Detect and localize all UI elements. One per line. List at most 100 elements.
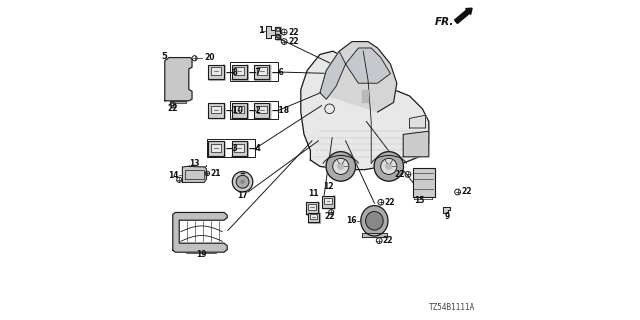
Bar	[323, 196, 334, 208]
Polygon shape	[275, 34, 282, 35]
Polygon shape	[308, 222, 321, 223]
Polygon shape	[209, 156, 225, 157]
Bar	[209, 103, 224, 118]
Polygon shape	[319, 213, 321, 223]
Bar	[413, 168, 435, 197]
Text: 12: 12	[323, 182, 333, 191]
Polygon shape	[165, 58, 192, 101]
Bar	[306, 202, 318, 214]
Circle shape	[240, 180, 245, 184]
Polygon shape	[318, 202, 319, 215]
Text: 22: 22	[288, 28, 298, 36]
Text: —10: —10	[226, 106, 244, 115]
Text: 22: 22	[288, 37, 298, 46]
Polygon shape	[182, 166, 206, 182]
Bar	[230, 62, 278, 81]
Bar	[209, 65, 224, 79]
Bar	[276, 35, 280, 37]
Text: —6: —6	[271, 68, 284, 76]
Polygon shape	[232, 79, 248, 80]
Bar	[168, 86, 186, 96]
Bar	[310, 214, 317, 219]
Text: 22: 22	[384, 198, 394, 207]
Text: —18: —18	[271, 106, 289, 115]
Polygon shape	[280, 35, 282, 40]
Text: —7: —7	[249, 68, 262, 76]
Polygon shape	[247, 65, 248, 80]
Text: 21: 21	[211, 169, 221, 178]
Polygon shape	[269, 65, 271, 80]
Bar	[211, 106, 221, 113]
Polygon shape	[320, 42, 397, 112]
Bar	[276, 28, 280, 31]
Text: TZ54B1111A: TZ54B1111A	[429, 303, 475, 312]
Polygon shape	[323, 208, 335, 209]
Text: 22: 22	[383, 236, 393, 245]
Bar	[254, 103, 269, 118]
Bar	[234, 106, 244, 113]
Polygon shape	[320, 51, 346, 99]
Text: FR.: FR.	[435, 17, 454, 28]
Polygon shape	[443, 207, 451, 213]
Bar	[168, 63, 186, 72]
Polygon shape	[254, 118, 271, 119]
Bar	[211, 144, 221, 152]
Circle shape	[374, 152, 404, 181]
Text: 22: 22	[394, 170, 405, 179]
Polygon shape	[362, 234, 387, 237]
Circle shape	[326, 152, 356, 181]
Bar	[308, 204, 316, 210]
Text: 19: 19	[196, 250, 207, 259]
Text: 9: 9	[444, 212, 450, 221]
Polygon shape	[254, 79, 271, 80]
Polygon shape	[410, 115, 426, 128]
Polygon shape	[346, 48, 390, 83]
Circle shape	[333, 158, 349, 174]
Text: 1: 1	[258, 26, 264, 35]
Circle shape	[386, 164, 392, 169]
Polygon shape	[173, 212, 227, 252]
Polygon shape	[170, 101, 186, 102]
Text: 14: 14	[168, 171, 179, 180]
Text: —3: —3	[226, 144, 238, 153]
Text: 5: 5	[161, 52, 168, 60]
Bar	[232, 103, 247, 118]
Polygon shape	[232, 118, 248, 119]
Bar	[275, 27, 280, 34]
Text: 16: 16	[346, 216, 356, 225]
Polygon shape	[224, 141, 225, 157]
Circle shape	[381, 158, 397, 174]
Bar	[254, 65, 269, 79]
Polygon shape	[403, 131, 429, 157]
Bar	[257, 68, 267, 75]
Ellipse shape	[365, 212, 383, 230]
Ellipse shape	[361, 206, 388, 236]
Text: 17: 17	[237, 191, 248, 200]
Polygon shape	[185, 170, 204, 179]
Bar	[232, 141, 247, 156]
Text: 22: 22	[168, 104, 178, 113]
Polygon shape	[209, 79, 225, 80]
Bar	[209, 141, 224, 156]
Circle shape	[236, 175, 249, 188]
Polygon shape	[362, 90, 368, 102]
Bar	[234, 144, 244, 152]
Bar	[234, 68, 244, 75]
Bar	[275, 35, 280, 39]
Circle shape	[338, 164, 344, 169]
Polygon shape	[224, 65, 225, 80]
Polygon shape	[334, 196, 335, 209]
FancyArrow shape	[454, 8, 472, 23]
Polygon shape	[306, 214, 319, 215]
Text: 22: 22	[461, 188, 472, 196]
Polygon shape	[301, 51, 429, 170]
Text: 11: 11	[308, 189, 319, 198]
Polygon shape	[269, 103, 271, 119]
Text: —2: —2	[249, 106, 262, 115]
Polygon shape	[275, 39, 282, 40]
Text: 13: 13	[189, 159, 199, 168]
Bar	[207, 139, 255, 157]
Text: —4: —4	[249, 144, 262, 153]
Bar	[230, 101, 278, 119]
Text: 22: 22	[324, 212, 335, 221]
